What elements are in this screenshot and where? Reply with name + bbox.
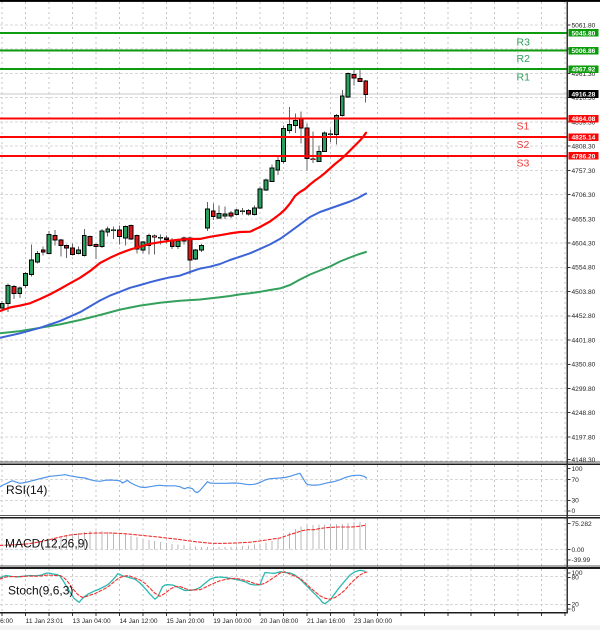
svg-text:4350.80: 4350.80 bbox=[572, 362, 596, 369]
svg-text:4604.30: 4604.30 bbox=[572, 241, 596, 248]
svg-text:30: 30 bbox=[572, 498, 580, 505]
svg-text:4786.20: 4786.20 bbox=[572, 153, 596, 160]
svg-text:4248.80: 4248.80 bbox=[572, 410, 596, 417]
svg-text:4825.14: 4825.14 bbox=[572, 135, 596, 142]
svg-text:5045.80: 5045.80 bbox=[572, 30, 596, 37]
svg-text:75.282: 75.282 bbox=[572, 521, 593, 528]
svg-text:4401.80: 4401.80 bbox=[572, 337, 596, 344]
svg-text:R1: R1 bbox=[517, 71, 531, 83]
svg-text:4197.80: 4197.80 bbox=[572, 434, 596, 441]
svg-text:4808.30: 4808.30 bbox=[572, 144, 596, 151]
svg-text:4148.30: 4148.30 bbox=[572, 457, 596, 464]
svg-text:70: 70 bbox=[572, 477, 580, 484]
svg-text:RSI(14): RSI(14) bbox=[6, 483, 47, 497]
svg-text:20 Jan 08:00: 20 Jan 08:00 bbox=[260, 618, 298, 625]
svg-text:19 Jan 00:00: 19 Jan 00:00 bbox=[213, 618, 251, 625]
svg-text:R3: R3 bbox=[517, 37, 531, 49]
svg-text:4706.30: 4706.30 bbox=[572, 192, 596, 199]
svg-text:21 Jan 16:00: 21 Jan 16:00 bbox=[307, 618, 345, 625]
svg-text:S2: S2 bbox=[517, 139, 530, 151]
svg-text:4961.30: 4961.30 bbox=[572, 71, 596, 78]
svg-text:80: 80 bbox=[572, 575, 580, 582]
svg-text:4655.30: 4655.30 bbox=[572, 216, 596, 223]
svg-text:5006.86: 5006.86 bbox=[572, 48, 596, 55]
svg-text:4967.92: 4967.92 bbox=[572, 67, 596, 74]
svg-text:0: 0 bbox=[572, 606, 576, 613]
svg-text:5061.80: 5061.80 bbox=[572, 22, 596, 29]
svg-text:15 Jan 20:00: 15 Jan 20:00 bbox=[166, 618, 204, 625]
svg-text:4554.80: 4554.80 bbox=[572, 265, 596, 272]
svg-text:S3: S3 bbox=[517, 158, 530, 170]
svg-text:4864.08: 4864.08 bbox=[572, 116, 596, 123]
svg-text:20: 20 bbox=[572, 602, 580, 609]
svg-text:-39.99: -39.99 bbox=[572, 557, 591, 564]
svg-text:0.00: 0.00 bbox=[572, 547, 585, 554]
svg-text:R2: R2 bbox=[517, 53, 531, 65]
svg-text:4299.80: 4299.80 bbox=[572, 386, 596, 393]
svg-text:100: 100 bbox=[572, 570, 583, 577]
svg-text:MACD(12,26,9): MACD(12,26,9) bbox=[5, 537, 88, 551]
svg-text:S1: S1 bbox=[517, 121, 530, 133]
svg-text:4503.80: 4503.80 bbox=[572, 289, 596, 296]
svg-text:11 Jan 23:01: 11 Jan 23:01 bbox=[26, 618, 64, 625]
svg-text:4452.80: 4452.80 bbox=[572, 313, 596, 320]
svg-text:0: 0 bbox=[572, 508, 576, 515]
svg-text:23 Jan 00:00: 23 Jan 00:00 bbox=[354, 618, 392, 625]
svg-text:4916.28: 4916.28 bbox=[572, 92, 596, 99]
svg-text:4910.30: 4910.30 bbox=[572, 95, 596, 102]
svg-text:13 Jan 04:00: 13 Jan 04:00 bbox=[73, 618, 111, 625]
svg-text:14 Jan 12:00: 14 Jan 12:00 bbox=[119, 618, 157, 625]
svg-text:4757.30: 4757.30 bbox=[572, 168, 596, 175]
svg-text:100: 100 bbox=[572, 466, 583, 473]
svg-text:4859.30: 4859.30 bbox=[572, 119, 596, 126]
svg-text:Stoch(9,6,3): Stoch(9,6,3) bbox=[8, 584, 73, 598]
svg-text:16:00: 16:00 bbox=[0, 618, 13, 625]
